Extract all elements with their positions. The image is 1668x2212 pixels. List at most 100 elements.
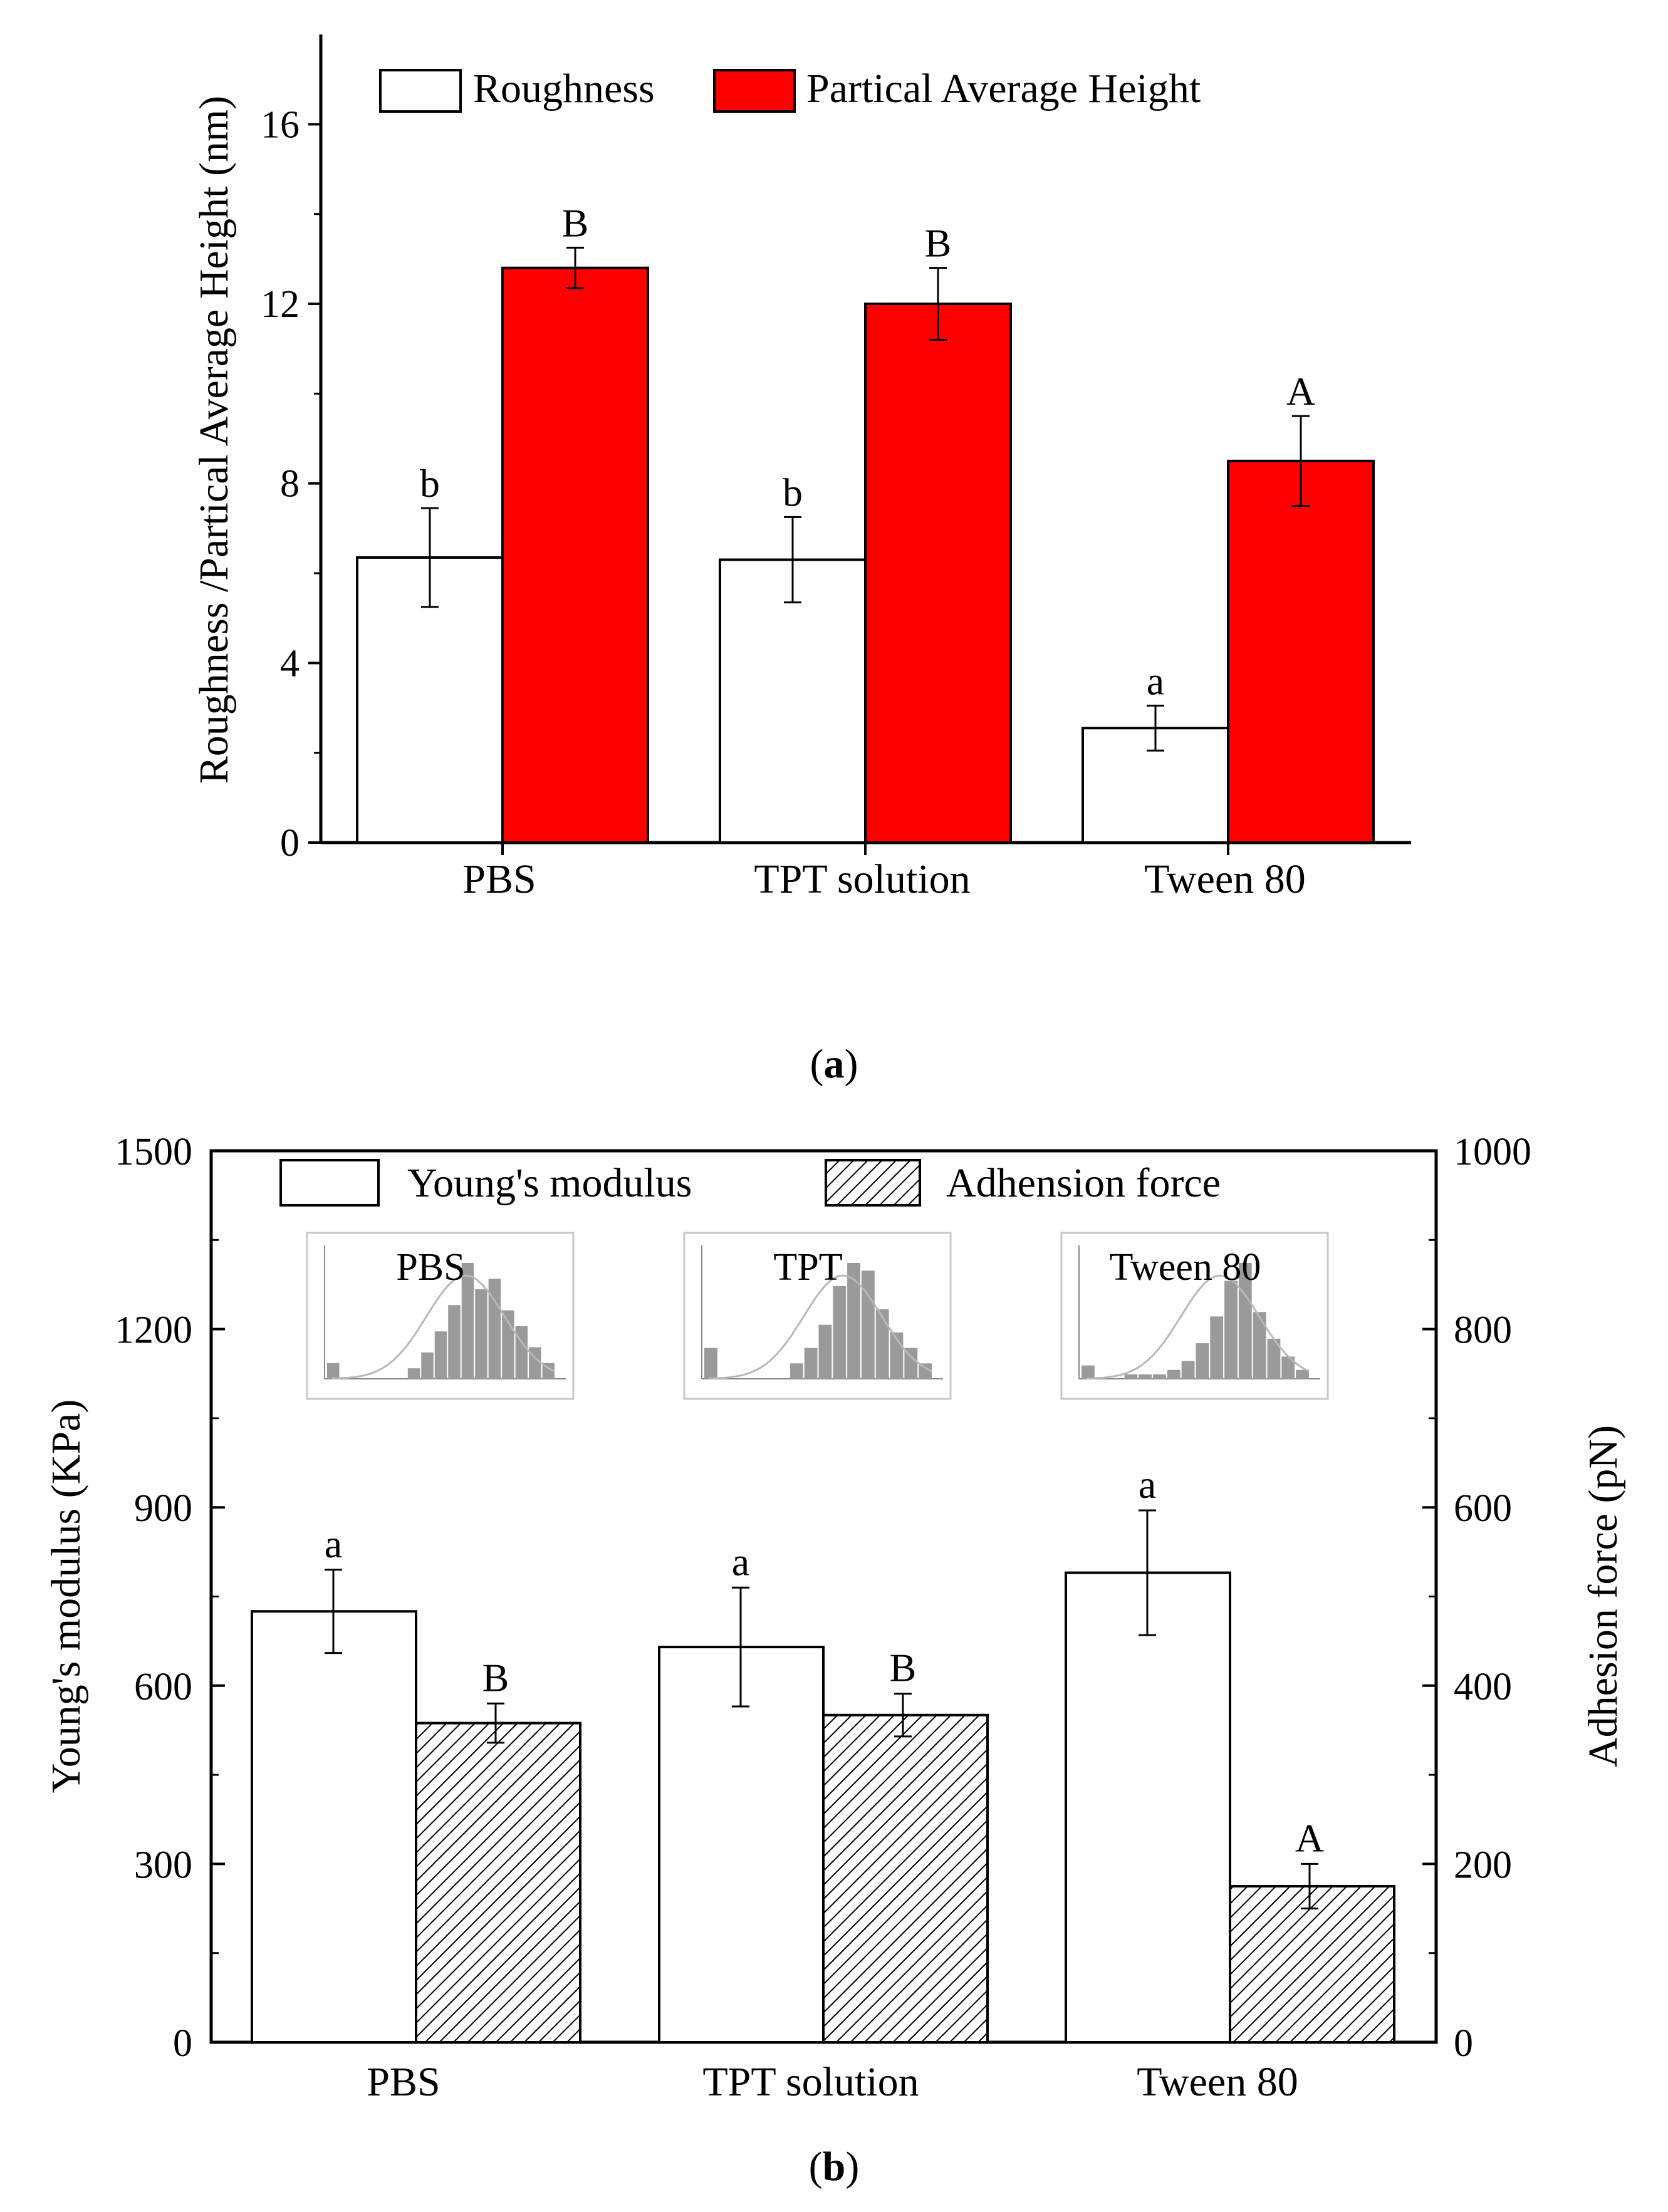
inset-bin [704,1347,717,1379]
inset-bin [1139,1374,1152,1379]
inset-label-pbs: PBS [396,1246,465,1289]
inset-fit-curve [331,1274,555,1379]
inset-bin [833,1286,847,1379]
panel-b-right-y-axis-title: Adhesion force (pN) [1580,1425,1626,1767]
panel-a-bar-roughness-pbs-significance: b [420,461,440,506]
panel-b-right-tick-label-200: 200 [1454,1844,1512,1886]
inset-bin [461,1263,474,1379]
panel-b-left-tick-label-600: 600 [134,1666,192,1708]
inset-bin [1124,1374,1138,1379]
inset-bin [1167,1369,1181,1379]
panel-b-bar-young-s-modulus-tween-80 [1065,1571,1231,2043]
inset-bin [407,1368,420,1379]
inset-bin [1267,1338,1281,1379]
inset-bin [1153,1374,1166,1379]
panel-b-right-tick-label-0: 0 [1454,2022,1473,2065]
panel-b-x-label-pbs: PBS [367,2059,440,2105]
legend-swatch-adhension-force [825,1159,921,1207]
panel-a-chart: 0 4 8 12 16 PBS TPT solution Tween 80 b Bb Ba A R… [191,34,1411,1087]
panel-a-y-tick-label-0: 0 [280,822,300,865]
panel-a-bar-partical-average-height-pbs-significance: B [562,200,589,245]
panel-a-bar-roughness-tpt-solution-significance: b [783,470,803,514]
inset-bin [861,1270,875,1379]
inset-bin [327,1363,340,1379]
panel-a-y-tick-label-12: 12 [261,283,300,326]
inset-bin [1196,1343,1209,1379]
panel-b-left-tick-label-1200: 1200 [115,1309,192,1352]
panel-b-left-tick-label-1500: 1500 [115,1131,192,1173]
panel-b-x-ticks: PBS TPT solution Tween 80 [367,2059,1298,2105]
legend-swatch-youngs-modulus [279,1159,380,1207]
inset-bin [919,1363,932,1379]
panel-a-bar-roughness-tpt-solution [719,558,867,844]
inset-label-tween-80: Tween 80 [1110,1246,1261,1289]
panel-a-bar-partical-average-height-pbs [501,266,649,844]
inset-bin [1210,1316,1224,1379]
legend-label-youngs-modulus: Young's modulus [407,1160,692,1206]
panel-b-caption: (b) [809,2144,860,2189]
panel-b-right-tick-label-600: 600 [1454,1487,1512,1530]
inset-bin [1296,1369,1309,1379]
panel-b-x-label-tween-80: Tween 80 [1137,2059,1298,2105]
panel-b-left-y-axis-title: Young's modulus (KPa) [43,1399,89,1794]
panel-a-bar-partical-average-height-tween-80 [1227,459,1375,844]
panel-b-left-tick-label-300: 300 [134,1844,192,1886]
panel-a-x-label-tpt-solution: TPT solution [754,856,970,902]
inset-histogram-tpt: TPT [683,1232,952,1400]
panel-b-bars: a Ba Ba A [251,1462,1395,2044]
panel-b-bar-adhension-force-tpt-solution [822,1713,989,2044]
legend-label-roughness: Roughness [473,66,655,112]
panel-b-bar-young-s-modulus-tween-80-significance: a [1139,1462,1156,1507]
inset-bin [1281,1356,1295,1379]
inset-bin [421,1352,434,1379]
inset-fit-curve [709,1274,932,1379]
inset-bin [1224,1280,1238,1379]
inset-bin [804,1347,818,1379]
panel-b-left-tick-label-900: 900 [134,1487,192,1530]
inset-fit-curve [1086,1274,1310,1379]
panel-b-left-y-ticks: 0 300 600 900 1200 1500 [115,1131,225,2065]
panel-b-bar-adhension-force-tpt-solution-significance: B [890,1646,917,1690]
panel-b-right-tick-label-800: 800 [1454,1309,1512,1352]
panel-a-y-ticks: 0 4 8 12 16 [261,103,321,865]
panel-a-x-ticks: PBS TPT solution Tween 80 [462,843,1306,902]
panel-b-right-y-ticks: 0 200 400 600 800 1000 [1422,1131,1531,2065]
panel-b-bar-young-s-modulus-pbs-significance: a [325,1522,342,1566]
inset-histogram-pbs: PBS [306,1232,575,1400]
panel-a-bar-partical-average-height-tpt-solution [864,303,1012,844]
inset-bin [904,1347,918,1379]
panel-b-right-tick-label-400: 400 [1454,1666,1512,1708]
inset-bin [515,1326,528,1379]
legend-swatch-partical-average-height [713,69,796,113]
panel-a-y-tick-label-4: 4 [280,642,300,685]
legend-label-adhension-force: Adhension force [946,1160,1221,1206]
panel-a-bar-roughness-tween-80 [1082,727,1229,844]
panel-b-chart: 0 300 600 900 1200 1500 0 200 400 600 800 1000 PBS… [43,1131,1626,2189]
panel-a-bar-partical-average-height-tpt-solution-significance: B [925,221,952,266]
panel-a-x-label-tween-80: Tween 80 [1144,856,1305,902]
panel-b-bar-young-s-modulus-tpt-solution-significance: a [732,1539,749,1584]
inset-bin [475,1289,487,1379]
inset-bin [875,1309,889,1379]
panel-b-bar-adhension-force-pbs [415,1721,581,2043]
inset-histogram-tween-80: Tween 80 [1060,1232,1329,1400]
panel-a-y-tick-label-16: 16 [261,103,300,146]
inset-bin [1181,1361,1195,1379]
panel-b-bar-adhension-force-tween-80 [1229,1884,1395,2044]
panel-a-legend: Roughness Partical Average Height [379,66,1201,113]
panel-b-bar-adhension-force-pbs-significance: B [482,1655,509,1700]
panel-a-caption: (a) [810,1041,858,1087]
panel-a-y-axis-title: Roughness /Partical Average Height (nm) [191,96,237,784]
legend-label-partical-average-height: Partical Average Height [806,66,1201,112]
panel-b-left-tick-label-0: 0 [173,2022,192,2065]
inset-bin [847,1263,860,1379]
inset-bin [818,1324,832,1379]
inset-bin [1253,1312,1266,1379]
panel-a-x-label-pbs: PBS [462,856,536,902]
panel-b-legend: Young's modulus Adhension force [279,1159,1221,1207]
panel-a-bars: b Bb Ba A [356,200,1375,844]
panel-b-bar-adhension-force-tween-80-significance: A [1295,1815,1324,1860]
panel-b-bar-young-s-modulus-pbs [251,1610,417,2043]
inset-bin [434,1331,447,1379]
